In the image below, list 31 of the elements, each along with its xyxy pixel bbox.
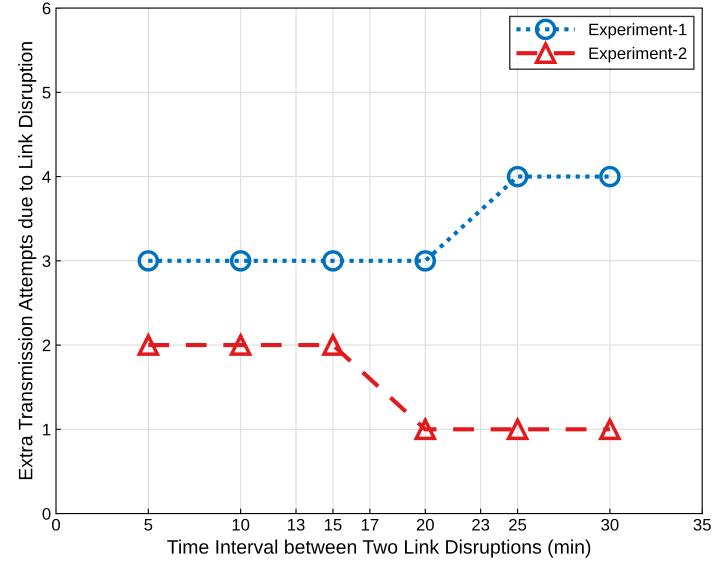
point — [138, 250, 160, 272]
point — [599, 166, 621, 188]
x-tick-label: 20 — [416, 518, 434, 531]
legend-label: Experiment-1 — [589, 23, 686, 39]
y-axis-title: Extra Transmission Attempts due to Link Disruption — [18, 42, 36, 480]
x-tick-label: 25 — [509, 518, 526, 531]
y-tick-label: 1 — [43, 424, 50, 436]
point — [506, 166, 528, 188]
x-tick-label: 35 — [694, 518, 711, 531]
point — [138, 334, 160, 356]
x-tick-label: 0 — [52, 518, 60, 531]
point — [230, 250, 252, 272]
y-tick-label: 6 — [42, 2, 50, 14]
y-tick-label: 2 — [42, 339, 50, 352]
x-tick-label: 10 — [232, 518, 250, 531]
y-tick-label: 3 — [42, 255, 50, 268]
x-tick-label: 15 — [324, 519, 342, 531]
y-tick-label: 0 — [42, 508, 50, 520]
point — [414, 250, 436, 272]
point — [322, 334, 344, 356]
x-tick-label: 5 — [144, 519, 152, 531]
x-tick-label: 23 — [472, 518, 490, 531]
x-tick-label: 17 — [362, 519, 378, 531]
point — [230, 334, 252, 356]
x-tick-label: 13 — [288, 518, 305, 531]
y-tick-label: 5 — [42, 86, 50, 99]
legend-label: Experiment-2 — [589, 46, 686, 63]
x-tick-label: 30 — [601, 518, 619, 531]
y-tick-label: 4 — [42, 171, 51, 183]
x-axis-title: Time Interval between Two Link Disruptions (min) — [167, 540, 590, 558]
point — [322, 250, 344, 272]
